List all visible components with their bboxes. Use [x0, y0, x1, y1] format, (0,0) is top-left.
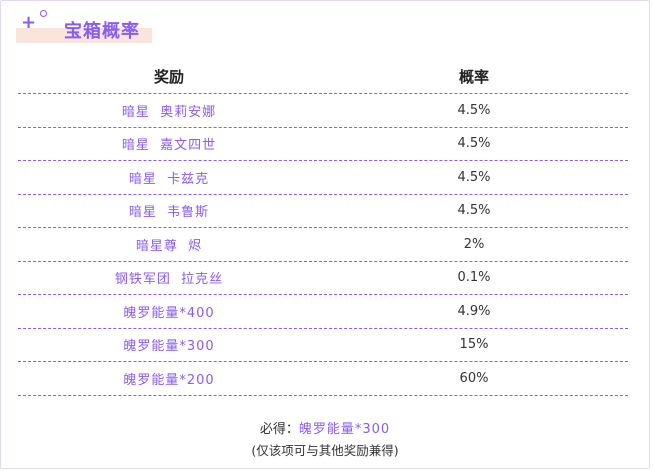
probability-cell: 4.5%: [457, 203, 491, 219]
probability-cell: 0.1%: [457, 270, 491, 286]
reward-cell: 魄罗能量*400: [123, 305, 215, 321]
reward-cell: 暗星 韦鲁斯: [128, 205, 210, 221]
table-row: 暗星 嘉文四世 4.5%: [18, 128, 628, 161]
probability-cell: 2%: [463, 236, 485, 252]
reward-cell: 暗星尊 烬: [135, 238, 203, 254]
reward-cell: 钢铁军团 拉克丝: [114, 272, 224, 288]
guaranteed-reward-line: 必得：魄罗能量*300: [0, 418, 650, 437]
reward-cell: 暗星 奥莉安娜: [121, 104, 217, 120]
reward-cell: 暗星 卡兹克: [128, 171, 210, 187]
reward-cell: 魄罗能量*200: [123, 372, 215, 388]
probability-cell: 4.9%: [457, 303, 491, 319]
probability-cell: 4.5%: [457, 136, 491, 152]
probability-cell: 4.5%: [457, 102, 491, 118]
probability-table: 奖励 概率 暗星 奥莉安娜 4.5% 暗星 嘉文四世 4.5% 暗星 卡兹克 4…: [18, 60, 628, 396]
table-row: 钢铁军团 拉克丝 0.1%: [18, 262, 628, 295]
table-row: 暗星 卡兹克 4.5%: [18, 161, 628, 195]
table-row: 魄罗能量*200 60%: [18, 362, 628, 396]
footer-note: (仅该项可与其他奖励兼得): [251, 443, 399, 458]
table-header-row: 奖励 概率: [18, 60, 628, 94]
table-row: 魄罗能量*300 15%: [18, 329, 628, 362]
circle-decoration-icon: [40, 10, 47, 17]
guaranteed-value: 魄罗能量*300: [298, 422, 391, 437]
probability-cell: 15%: [459, 337, 489, 353]
probability-cell: 4.5%: [457, 169, 491, 185]
reward-cell: 暗星 嘉文四世: [121, 138, 217, 154]
table-row: 暗星 韦鲁斯 4.5%: [18, 195, 628, 228]
probability-cell: 60%: [459, 370, 489, 386]
guaranteed-label: 必得：: [259, 422, 299, 437]
section-header: + 宝箱概率: [16, 10, 156, 44]
section-title: 宝箱概率: [64, 21, 140, 42]
column-header-probability: 概率: [458, 68, 489, 86]
plus-decoration-icon: +: [21, 12, 37, 33]
header-highlight-band: [16, 28, 152, 43]
column-header-reward: 奖励: [153, 68, 184, 86]
table-row: 魄罗能量*400 4.9%: [18, 295, 628, 329]
reward-cell: 魄罗能量*300: [123, 339, 215, 355]
table-row: 暗星 奥莉安娜 4.5%: [18, 94, 628, 128]
table-row: 暗星尊 烬 2%: [18, 228, 628, 262]
